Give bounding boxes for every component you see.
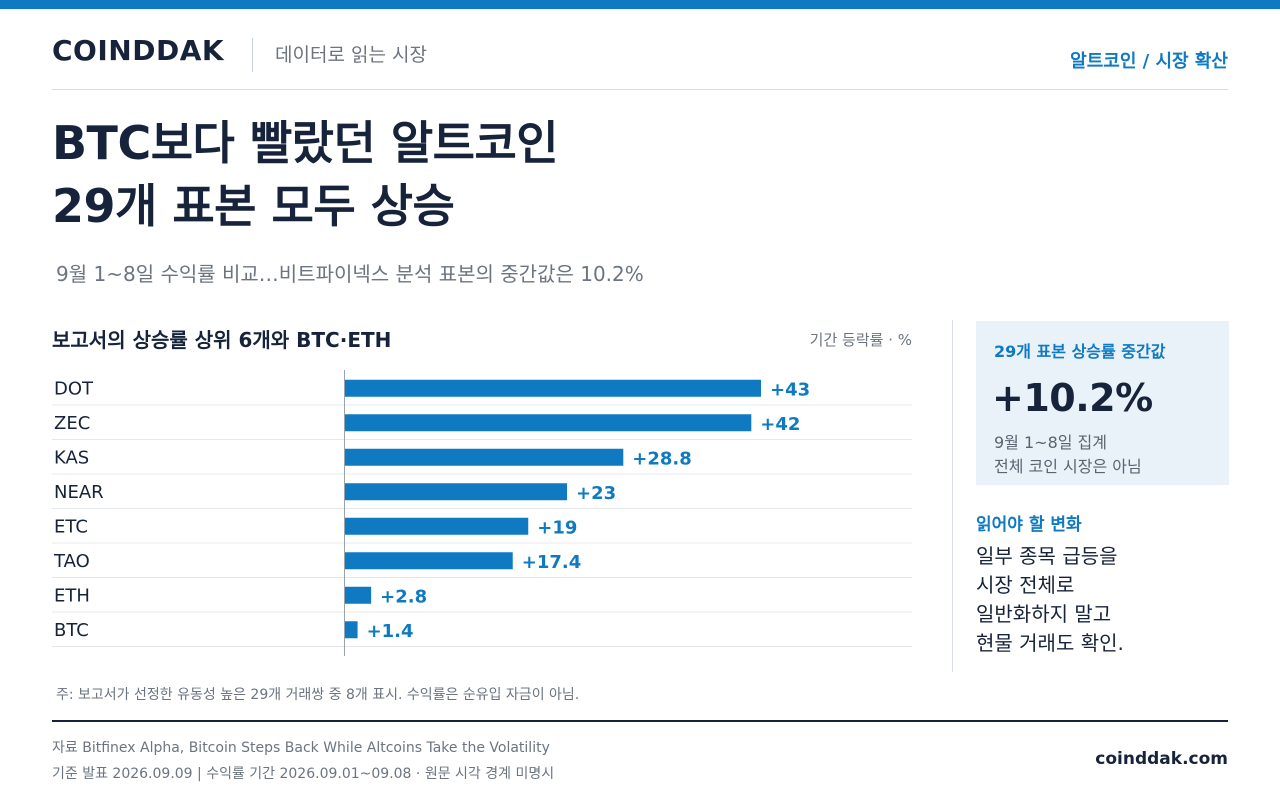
header-divider bbox=[252, 38, 253, 72]
title-line-2: 29개 표본 모두 상승 bbox=[52, 179, 455, 233]
read-line-4: 현물 거래도 확인. bbox=[976, 631, 1124, 655]
chart-title: 보고서의 상승률 상위 6개와 BTC·ETH bbox=[52, 328, 392, 352]
stat-label: 29개 표본 상승률 중간값 bbox=[994, 342, 1166, 361]
title-line-1: BTC보다 빨랐던 알트코인 bbox=[52, 116, 559, 170]
chart-unit-label: 기간 등락률 · % bbox=[809, 331, 912, 349]
page-title: BTC보다 빨랐던 알트코인 29개 표본 모두 상승 bbox=[52, 112, 559, 238]
category-label: DOT bbox=[54, 378, 94, 399]
data-label: +23 bbox=[576, 483, 616, 504]
category-label: ETC bbox=[54, 516, 88, 537]
category-label: ZEC bbox=[54, 413, 90, 434]
read-line-1: 일부 종목 급등을 bbox=[976, 544, 1118, 568]
bar bbox=[344, 552, 513, 570]
data-label: +2.8 bbox=[380, 586, 427, 607]
footer-rule bbox=[52, 720, 1228, 722]
site-link[interactable]: coinddak.com bbox=[1095, 749, 1228, 769]
read-body: 일부 종목 급등을 시장 전체로 일반화하지 말고 현물 거래도 확인. bbox=[976, 542, 1124, 658]
category-label: KAS bbox=[54, 447, 89, 468]
category-label: BTC bbox=[54, 620, 89, 641]
bar bbox=[344, 517, 529, 535]
bar bbox=[344, 621, 358, 639]
data-label: +28.8 bbox=[632, 448, 692, 469]
footnote: 주: 보고서가 선정한 유동성 높은 29개 거래쌍 중 8개 표시. 수익률은… bbox=[56, 687, 580, 703]
data-label: +19 bbox=[537, 517, 577, 538]
stat-note-line-1: 9월 1~8일 집계 bbox=[994, 433, 1107, 452]
read-line-2: 시장 전체로 bbox=[976, 573, 1075, 597]
bar bbox=[344, 483, 568, 501]
data-label: +43 bbox=[770, 379, 810, 400]
section-link[interactable]: 알트코인 / 시장 확산 bbox=[1070, 51, 1228, 72]
bar bbox=[344, 448, 624, 466]
read-line-3: 일반화하지 말고 bbox=[976, 602, 1112, 626]
bar bbox=[344, 586, 372, 604]
source-line: 자료 Bitfinex Alpha, Bitcoin Steps Back Wh… bbox=[52, 740, 550, 756]
bar bbox=[344, 414, 752, 432]
bar bbox=[344, 379, 761, 397]
header-rule bbox=[52, 89, 1228, 90]
category-label: TAO bbox=[53, 551, 90, 572]
median-stat-card: 29개 표본 상승률 중간값 +10.2% 9월 1~8일 집계 전체 코인 시… bbox=[976, 321, 1229, 485]
data-label: +42 bbox=[760, 414, 800, 435]
stat-value: +10.2% bbox=[992, 376, 1153, 420]
data-label: +1.4 bbox=[367, 621, 414, 642]
column-divider bbox=[952, 320, 953, 672]
brand-logo[interactable]: COINDDAK bbox=[52, 34, 225, 67]
brand-tagline: 데이터로 읽는 시장 bbox=[275, 44, 427, 66]
stat-note-line-2: 전체 코인 시장은 아님 bbox=[994, 457, 1142, 476]
bar-chart: DOT +43 ZEC +42 KAS +28.8 NEAR +23 ETC +19 TAO +17.… bbox=[52, 370, 912, 656]
read-title: 읽어야 할 변화 bbox=[976, 515, 1082, 535]
top-accent-bar bbox=[0, 0, 1280, 9]
data-label: +17.4 bbox=[522, 552, 582, 573]
subtitle: 9월 1~8일 수익률 비교…비트파이넥스 분석 표본의 중간값은 10.2% bbox=[56, 262, 644, 286]
stat-note: 9월 1~8일 집계 전체 코인 시장은 아님 bbox=[994, 431, 1142, 479]
category-label: NEAR bbox=[54, 482, 104, 503]
basis-line: 기준 발표 2026.09.09 | 수익률 기간 2026.09.01~09.… bbox=[52, 766, 555, 782]
category-label: ETH bbox=[54, 585, 90, 606]
